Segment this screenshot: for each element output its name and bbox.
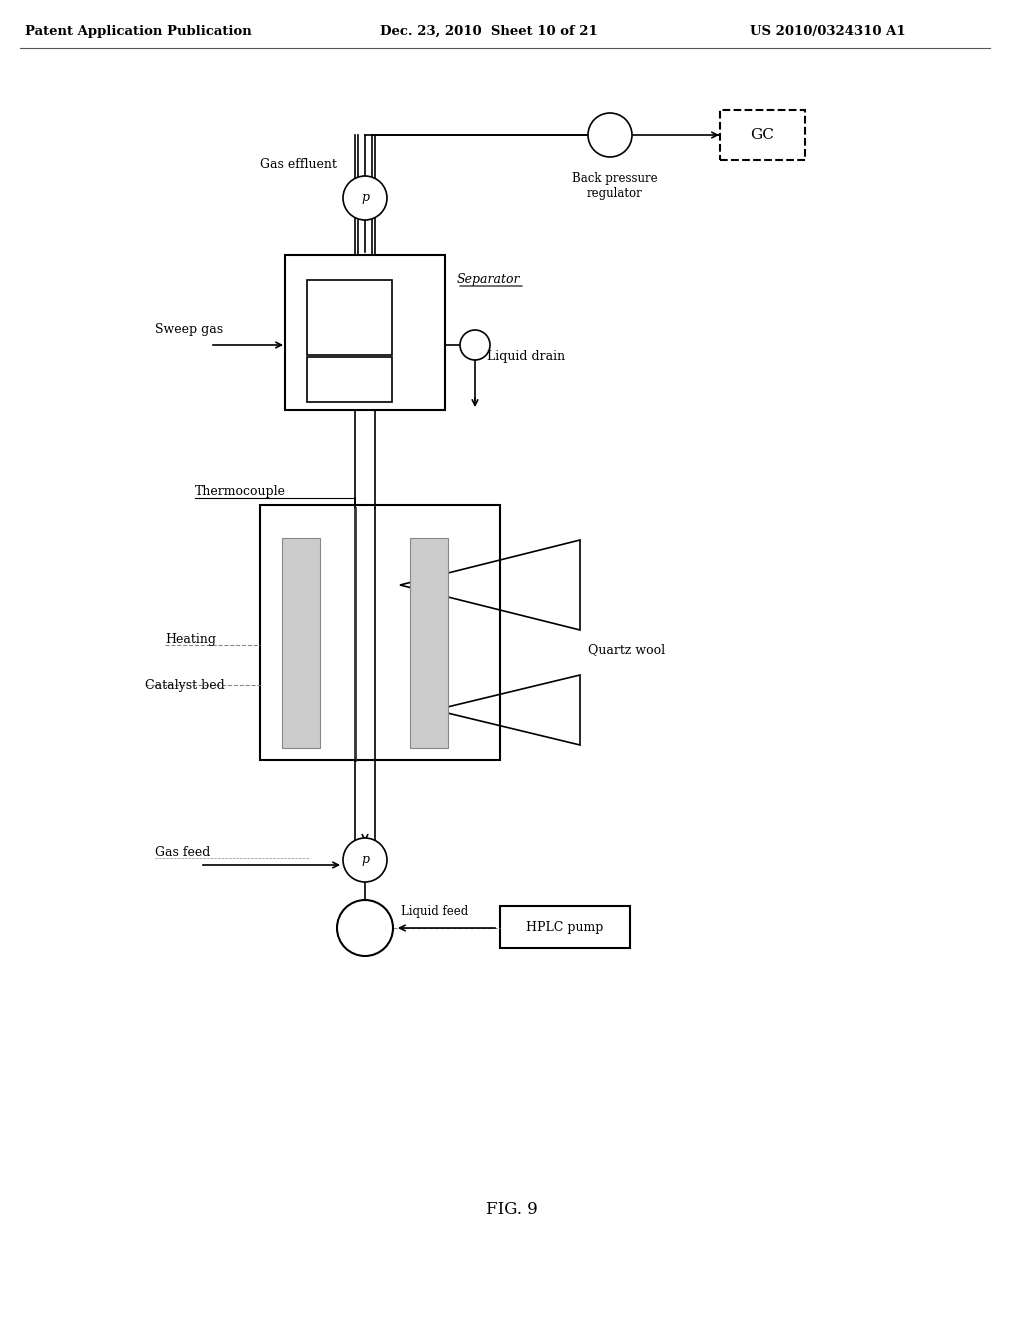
Bar	[720, 110, 805, 160]
Circle shape	[343, 838, 387, 882]
Text: GC: GC	[751, 128, 774, 143]
Bar	[282, 539, 319, 748]
Text: Back pressure
regulator: Back pressure regulator	[572, 172, 657, 201]
Bar	[500, 906, 630, 948]
Text: Quartz wool: Quartz wool	[588, 644, 666, 656]
Text: p: p	[361, 854, 369, 866]
Text: Liquid feed: Liquid feed	[401, 906, 468, 919]
Text: p: p	[361, 191, 369, 205]
Circle shape	[343, 176, 387, 220]
Text: US 2010/0324310 A1: US 2010/0324310 A1	[750, 25, 905, 38]
Text: Sweep gas: Sweep gas	[155, 323, 223, 337]
Text: Liquid drain: Liquid drain	[487, 351, 565, 363]
Text: Gas effluent: Gas effluent	[260, 158, 337, 172]
Text: Separator: Separator	[457, 273, 520, 286]
Text: FIG. 9: FIG. 9	[486, 1201, 538, 1218]
Circle shape	[337, 900, 393, 956]
Bar	[410, 539, 447, 748]
Bar	[307, 280, 392, 355]
Circle shape	[460, 330, 490, 360]
Circle shape	[588, 114, 632, 157]
Text: Patent Application Publication: Patent Application Publication	[25, 25, 252, 38]
Bar	[285, 255, 445, 411]
Text: Thermocouple: Thermocouple	[195, 484, 286, 498]
Text: Catalyst bed: Catalyst bed	[145, 678, 224, 692]
Text: Heating: Heating	[165, 634, 216, 647]
Text: HPLC pump: HPLC pump	[526, 920, 604, 933]
Bar	[260, 506, 500, 760]
Text: Gas feed: Gas feed	[155, 846, 210, 858]
Text: Dec. 23, 2010  Sheet 10 of 21: Dec. 23, 2010 Sheet 10 of 21	[380, 25, 598, 38]
Bar	[307, 356, 392, 403]
